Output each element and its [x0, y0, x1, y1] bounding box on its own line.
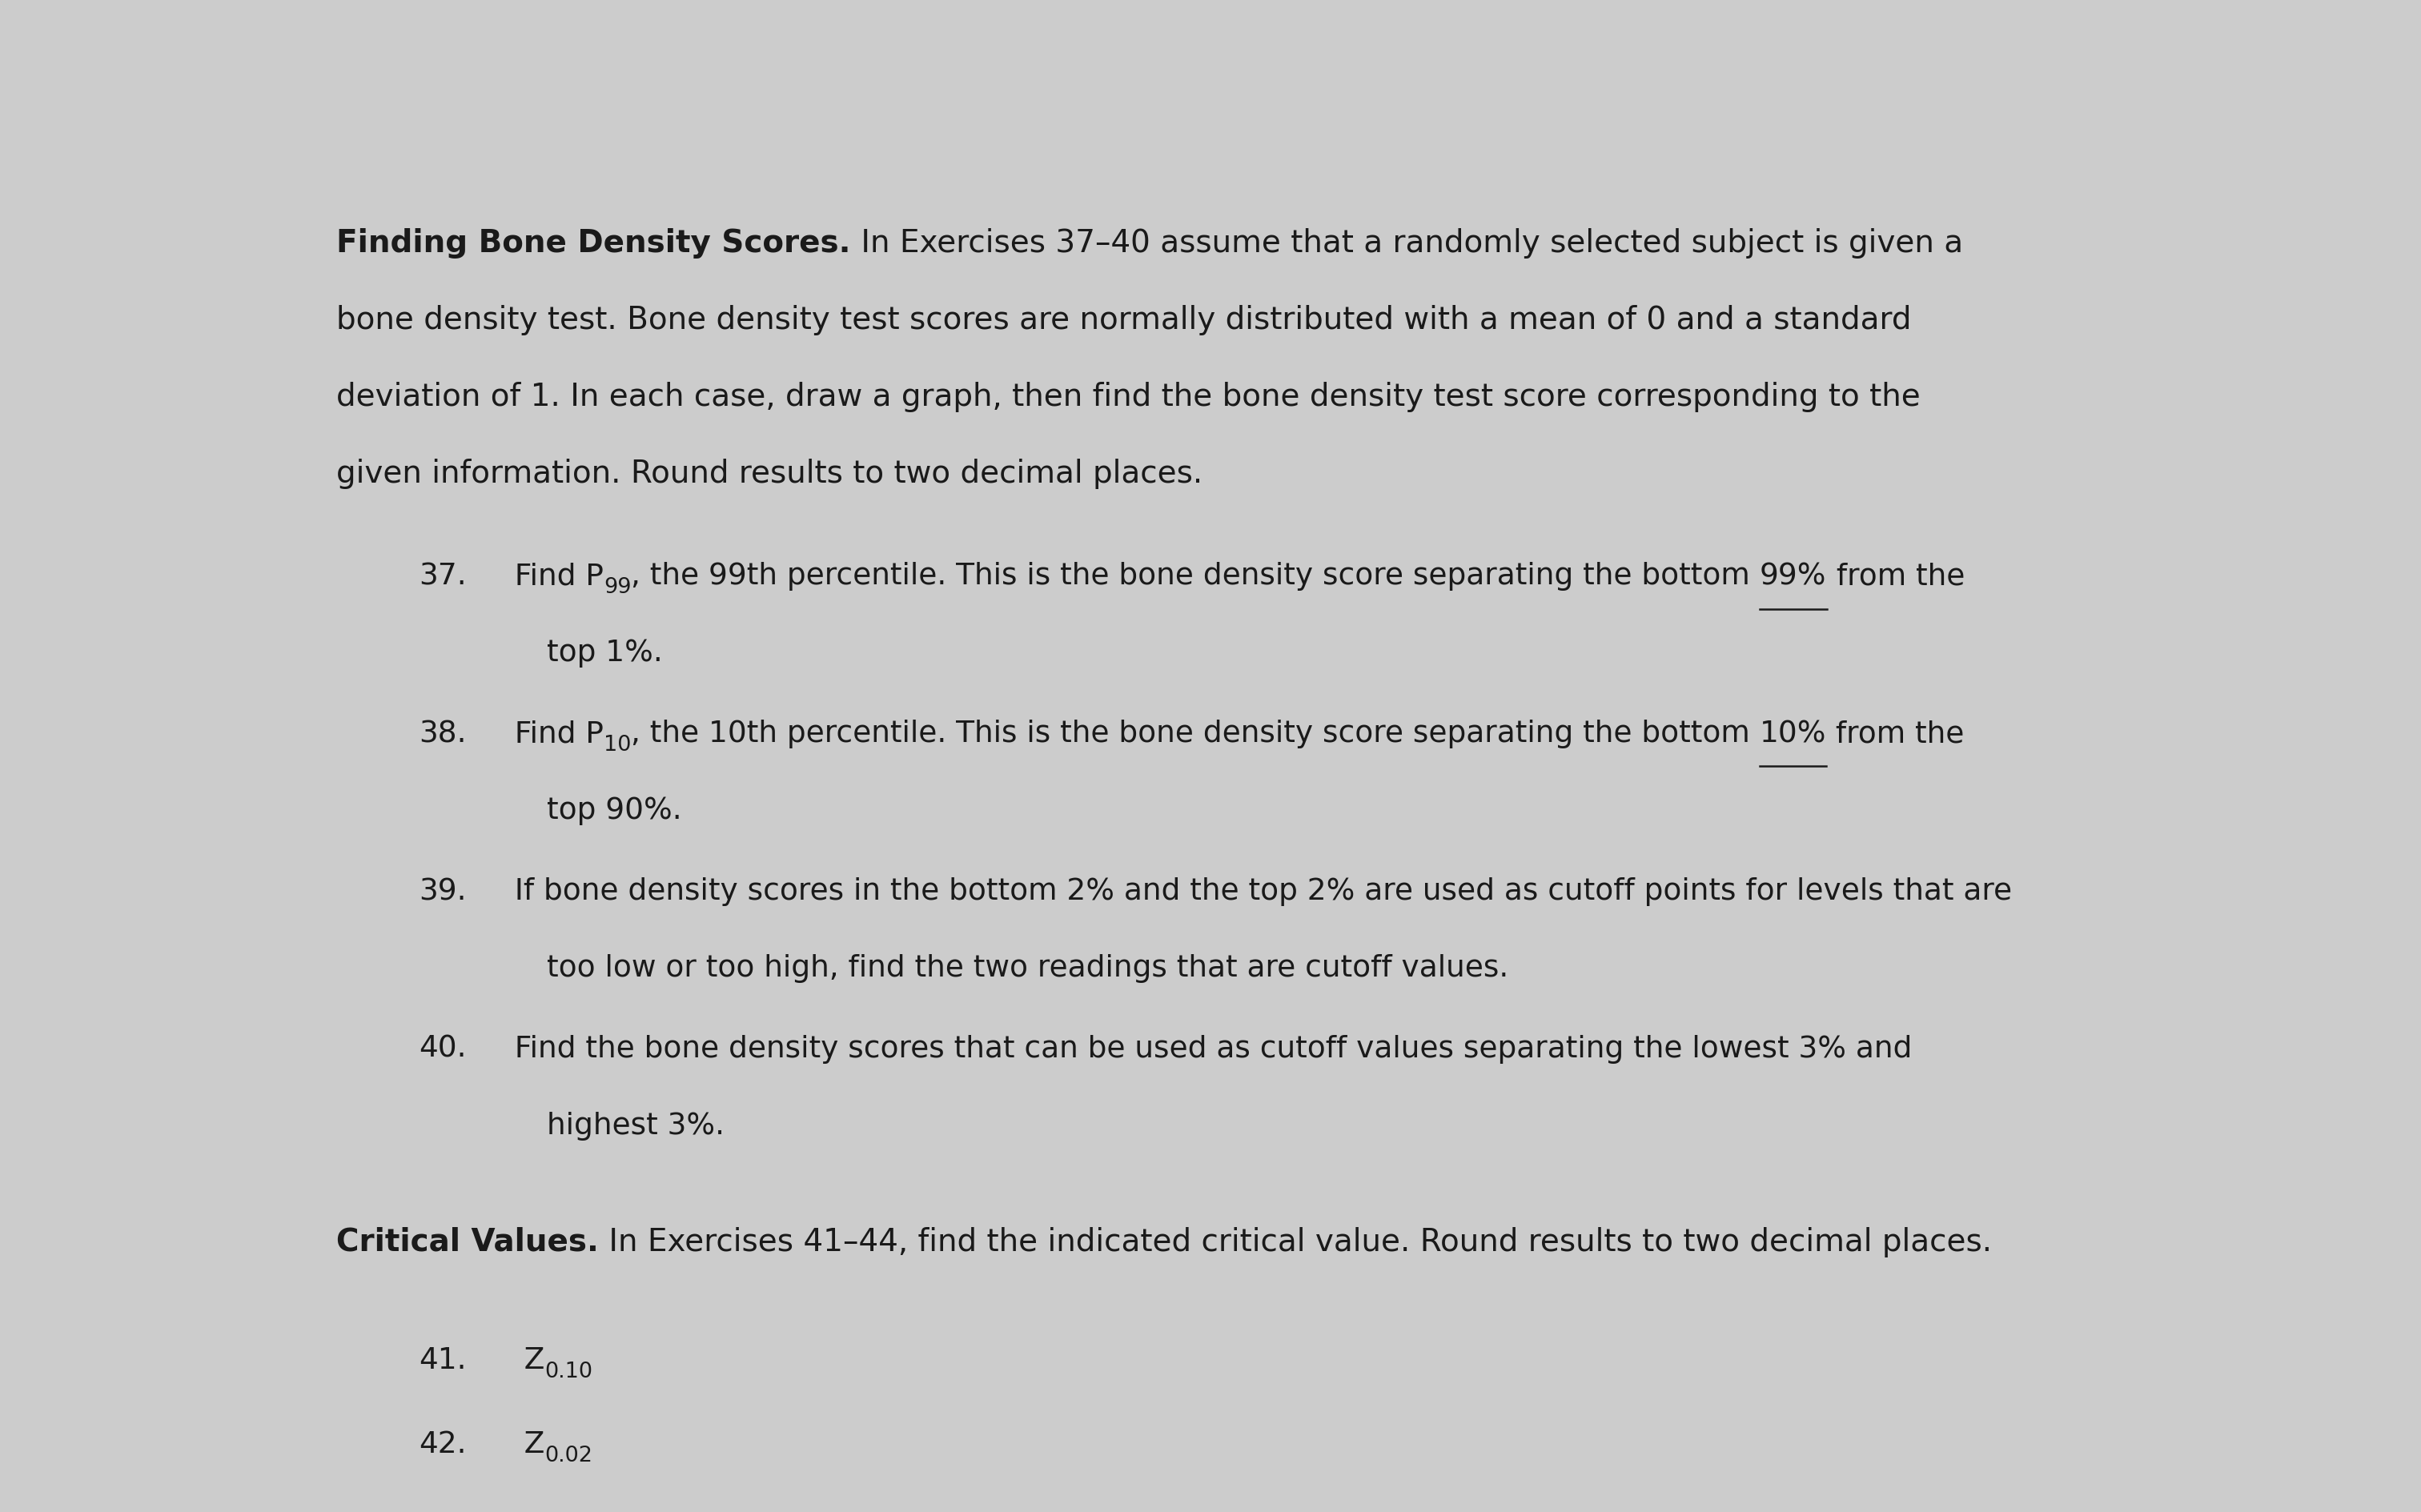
Text: from the: from the — [1825, 720, 1963, 748]
Text: , the 99th percentile. This is the bone density score separating the bottom: , the 99th percentile. This is the bone … — [632, 562, 1760, 591]
Text: In Exercises 37–40 assume that a randomly selected subject is given a: In Exercises 37–40 assume that a randoml… — [850, 228, 1963, 259]
Text: 39.: 39. — [419, 877, 467, 906]
Text: highest 3%.: highest 3%. — [547, 1111, 724, 1140]
Text: 10: 10 — [603, 735, 632, 756]
Text: 0.02: 0.02 — [545, 1445, 593, 1467]
Text: Find P: Find P — [506, 720, 603, 748]
Text: , the 10th percentile. This is the bone density score separating the bottom: , the 10th percentile. This is the bone … — [632, 720, 1760, 748]
Text: given information. Round results to two decimal places.: given information. Round results to two … — [337, 458, 1203, 488]
Text: too low or too high, find the two readings that are cutoff values.: too low or too high, find the two readin… — [547, 954, 1508, 983]
Text: 37.: 37. — [419, 562, 467, 591]
Text: 99: 99 — [603, 578, 632, 599]
Text: 41.: 41. — [419, 1346, 467, 1374]
Text: Z: Z — [506, 1346, 545, 1374]
Text: top 1%.: top 1%. — [547, 640, 663, 668]
Text: deviation of 1. In each case, draw a graph, then find the bone density test scor: deviation of 1. In each case, draw a gra… — [337, 381, 1920, 413]
Text: Finding Bone Density Scores.: Finding Bone Density Scores. — [337, 228, 850, 259]
Text: bone density test. Bone density test scores are normally distributed with a mean: bone density test. Bone density test sco… — [337, 305, 1913, 336]
Text: 99%: 99% — [1760, 562, 1828, 591]
Text: top 90%.: top 90%. — [547, 797, 683, 826]
Text: 10%: 10% — [1760, 720, 1825, 748]
Text: Z: Z — [506, 1430, 545, 1459]
Text: In Exercises 41–44, find the indicated critical value. Round results to two deci: In Exercises 41–44, find the indicated c… — [598, 1226, 1992, 1258]
Text: 38.: 38. — [419, 720, 467, 748]
Text: Find the bone density scores that can be used as cutoff values separating the lo: Find the bone density scores that can be… — [506, 1034, 1913, 1063]
Text: 40.: 40. — [419, 1034, 467, 1063]
Text: Find P: Find P — [506, 562, 603, 591]
Text: If bone density scores in the bottom 2% and the top 2% are used as cutoff points: If bone density scores in the bottom 2% … — [506, 877, 2012, 906]
Text: Critical Values.: Critical Values. — [337, 1226, 598, 1258]
Text: 42.: 42. — [419, 1430, 467, 1459]
Text: from the: from the — [1828, 562, 1966, 591]
Text: 0.10: 0.10 — [545, 1361, 593, 1382]
